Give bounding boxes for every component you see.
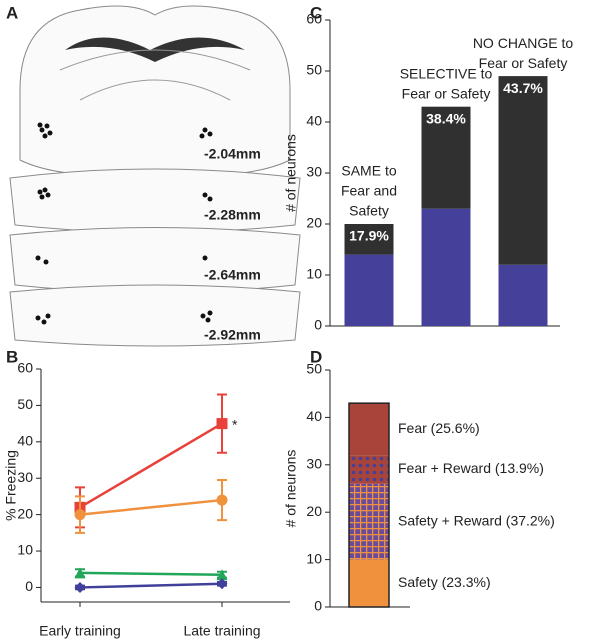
marker [74, 509, 86, 521]
bar-segment [349, 455, 389, 484]
series-line [79, 422, 223, 509]
annotation: * [232, 416, 238, 432]
bar-segment [349, 559, 389, 607]
bar-segment [498, 76, 548, 265]
y-tick-label: 60 [17, 360, 33, 376]
y-tick-label: 0 [25, 578, 33, 594]
y-tick-label: 40 [17, 433, 33, 449]
atlas-label: -2.92mm [204, 327, 261, 343]
bar-segment [349, 483, 389, 560]
marker [216, 494, 228, 506]
panel-letter: D [310, 347, 322, 366]
marker [216, 578, 228, 590]
bar-label: 43.7% [503, 80, 543, 96]
y-tick-label: 30 [306, 164, 322, 180]
category-label: Fear and [341, 183, 397, 199]
bar-segment [421, 208, 471, 326]
panel-letter: C [310, 3, 322, 22]
bar-segment [421, 106, 471, 209]
y-tick-label: 0 [314, 317, 322, 333]
category-label: SELECTIVE to [400, 65, 493, 81]
y-tick-label: 10 [306, 550, 322, 566]
atlas-label: -2.04mm [204, 146, 261, 162]
y-tick-label: 50 [306, 361, 322, 377]
bar-label: 38.4% [426, 110, 466, 126]
y-tick-label: 10 [17, 542, 33, 558]
y-tick-label: 40 [306, 113, 322, 129]
bar-segment [344, 224, 394, 255]
segment-label: Fear + Reward (13.9%) [398, 460, 544, 476]
y-tick-label: 20 [17, 505, 33, 521]
y-tick-label: 30 [306, 456, 322, 472]
category-label: Fear or Safety [479, 55, 568, 71]
series-line [79, 582, 223, 589]
bar-segment [498, 264, 548, 326]
y-axis-label: # of neurons [283, 134, 299, 212]
marker [74, 567, 86, 579]
y-tick-label: 50 [17, 396, 33, 412]
x-tick-label: Early training [39, 623, 121, 639]
y-tick-label: 10 [306, 266, 322, 282]
y-tick-label: 50 [306, 62, 322, 78]
panel-letter: B [6, 347, 18, 366]
bar-outline [348, 402, 390, 608]
y-tick-label: 60 [306, 11, 322, 27]
atlas-drawing [9, 5, 301, 347]
y-axis-label: % Freezing [3, 450, 19, 521]
category-label: NO CHANGE to [473, 35, 574, 51]
y-tick-label: 20 [306, 503, 322, 519]
y-tick-label: 0 [314, 598, 322, 614]
segment-label: Fear (25.6%) [398, 420, 480, 436]
atlas-label: -2.28mm [204, 207, 261, 223]
x-tick-label: Late training [183, 623, 260, 639]
y-tick-label: 20 [306, 215, 322, 231]
series-line [79, 498, 223, 516]
bar-segment [349, 403, 389, 456]
y-tick-label: 40 [306, 408, 322, 424]
segment-label: Safety + Reward (37.2%) [398, 512, 555, 528]
marker [216, 569, 228, 581]
y-tick-label: 30 [17, 469, 33, 485]
series-line [79, 571, 223, 576]
y-axis-label: # of neurons [283, 450, 299, 528]
segment-label: Safety (23.3%) [398, 574, 491, 590]
marker [216, 418, 228, 430]
bar-segment [344, 254, 394, 326]
bar-label: 17.9% [349, 228, 389, 244]
category-label: Fear or Safety [402, 85, 491, 101]
panel-letter: A [6, 3, 18, 22]
atlas-label: -2.64mm [204, 267, 261, 283]
category-label: Safety [349, 203, 389, 219]
marker [74, 581, 86, 593]
category-label: SAME to [341, 163, 396, 179]
